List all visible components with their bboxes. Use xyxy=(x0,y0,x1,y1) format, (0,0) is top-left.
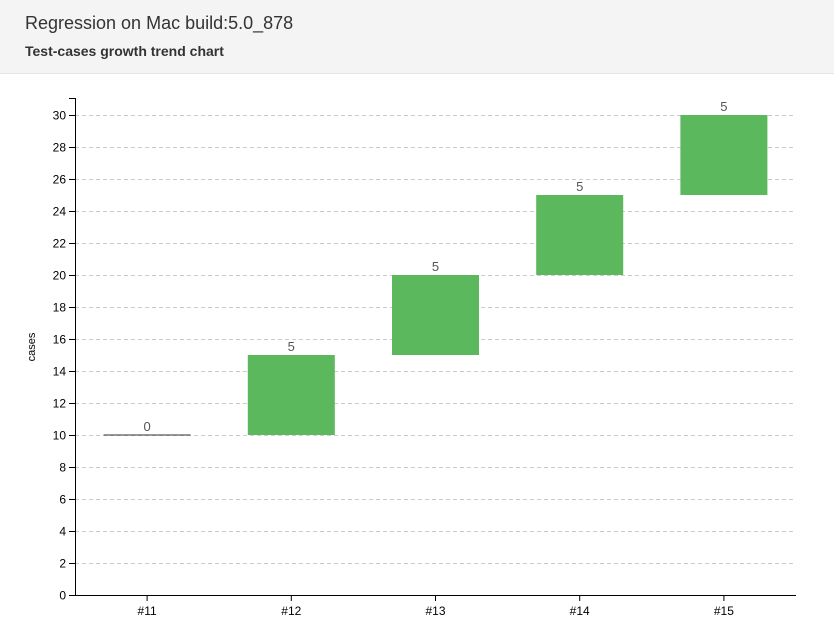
x-tick-label: #13 xyxy=(425,604,445,618)
chart-subtitle: Test-cases growth trend chart xyxy=(25,43,224,59)
y-tick-label: 24 xyxy=(53,205,67,219)
y-tick-label: 22 xyxy=(53,237,67,251)
y-tick-label: 28 xyxy=(53,141,67,155)
data-label: 5 xyxy=(576,179,583,194)
x-tick-label: #12 xyxy=(281,604,301,618)
y-tick-label: 12 xyxy=(53,397,67,411)
y-tick-label: 2 xyxy=(59,557,66,571)
y-tick-label: 30 xyxy=(53,109,67,123)
y-tick-label: 20 xyxy=(53,269,67,283)
y-tick-label: 0 xyxy=(59,589,66,603)
y-axis-label: cases xyxy=(26,332,38,361)
bars xyxy=(103,115,768,436)
bar[interactable] xyxy=(392,275,479,355)
chart-header: Regression on Mac build:5.0_878 Test-cas… xyxy=(0,0,834,74)
y-tick-label: 8 xyxy=(59,461,66,475)
bar[interactable] xyxy=(680,115,768,195)
x-tick-label: #15 xyxy=(714,604,734,618)
data-label: 5 xyxy=(720,99,727,114)
y-tick-label: 4 xyxy=(59,525,66,539)
x-tick-label: #14 xyxy=(570,604,590,618)
data-label: 0 xyxy=(143,419,150,434)
y-tick-label: 6 xyxy=(59,493,66,507)
data-label: 5 xyxy=(288,339,295,354)
data-label: 5 xyxy=(432,259,439,274)
y-tick-label: 26 xyxy=(53,173,67,187)
y-tick-label: 18 xyxy=(53,301,67,315)
x-tick-label: #11 xyxy=(138,604,157,618)
bar[interactable] xyxy=(536,195,624,275)
report-title: Regression on Mac build:5.0_878 xyxy=(25,13,294,33)
y-tick-label: 16 xyxy=(53,333,67,347)
data-labels: 0 5 5 5 5 xyxy=(143,99,727,434)
y-tick-label: 14 xyxy=(53,365,67,379)
bar[interactable] xyxy=(247,355,335,435)
y-tick-label: 10 xyxy=(53,429,67,443)
